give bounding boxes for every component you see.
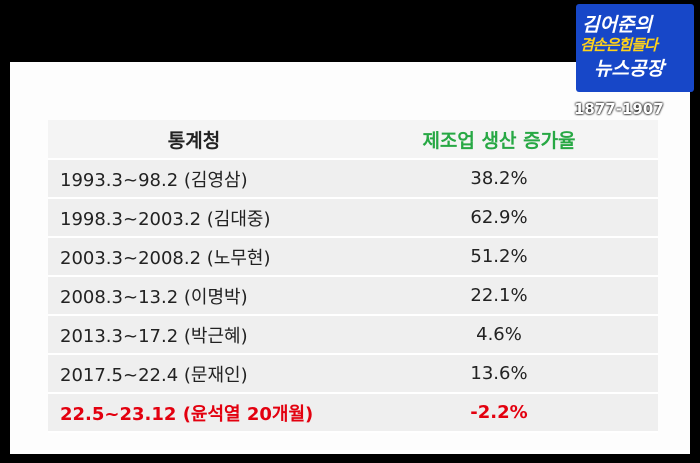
table-row: 2013.3~17.2 (박근혜) 4.6%: [48, 315, 658, 355]
table-row: 2003.3~2008.2 (노무현) 51.2%: [48, 237, 658, 277]
header-row: 통계청 제조업 생산 증가율: [48, 120, 658, 160]
logo: 김어준의 겸손은힘들다 뉴스공장 1877-1907: [572, 4, 698, 118]
header-cell: 통계청: [48, 120, 340, 160]
phone-number: 1877-1907: [574, 100, 664, 118]
stats-table: 통계청 제조업 생산 증가율 1993.3~98.2 (김영삼) 38.2% 199…: [48, 120, 658, 433]
value-cell: -2.2%: [340, 393, 658, 433]
period-cell: 1993.3~98.2 (김영삼): [48, 159, 340, 199]
logo-text: 뉴스공장: [594, 58, 664, 80]
value-cell: 62.9%: [340, 198, 658, 238]
value-cell: 22.1%: [340, 276, 658, 316]
table-row: 2008.3~13.2 (이명박) 22.1%: [48, 276, 658, 316]
table-row: 22.5~23.12 (윤석열 20개월) -2.2%: [48, 393, 658, 433]
period-cell: 1998.3~2003.2 (김대중): [48, 198, 340, 238]
header-cell: 제조업 생산 증가율: [340, 120, 658, 160]
table-row: 1998.3~2003.2 (김대중) 62.9%: [48, 198, 658, 238]
period-cell: 2013.3~17.2 (박근혜): [48, 315, 340, 355]
logo-text: 김어준의: [582, 14, 652, 36]
value-cell: 4.6%: [340, 315, 658, 355]
table-row: 1993.3~98.2 (김영삼) 38.2%: [48, 159, 658, 199]
value-cell: 51.2%: [340, 237, 658, 277]
table-row: 2017.5~22.4 (문재인) 13.6%: [48, 354, 658, 394]
period-cell: 2008.3~13.2 (이명박): [48, 276, 340, 316]
logo-box: [576, 4, 694, 92]
period-cell: 2017.5~22.4 (문재인): [48, 354, 340, 394]
period-cell: 22.5~23.12 (윤석열 20개월): [48, 393, 340, 433]
value-cell: 13.6%: [340, 354, 658, 394]
value-cell: 38.2%: [340, 159, 658, 199]
logo-text: 겸손은힘들다: [580, 36, 658, 54]
period-cell: 2003.3~2008.2 (노무현): [48, 237, 340, 277]
